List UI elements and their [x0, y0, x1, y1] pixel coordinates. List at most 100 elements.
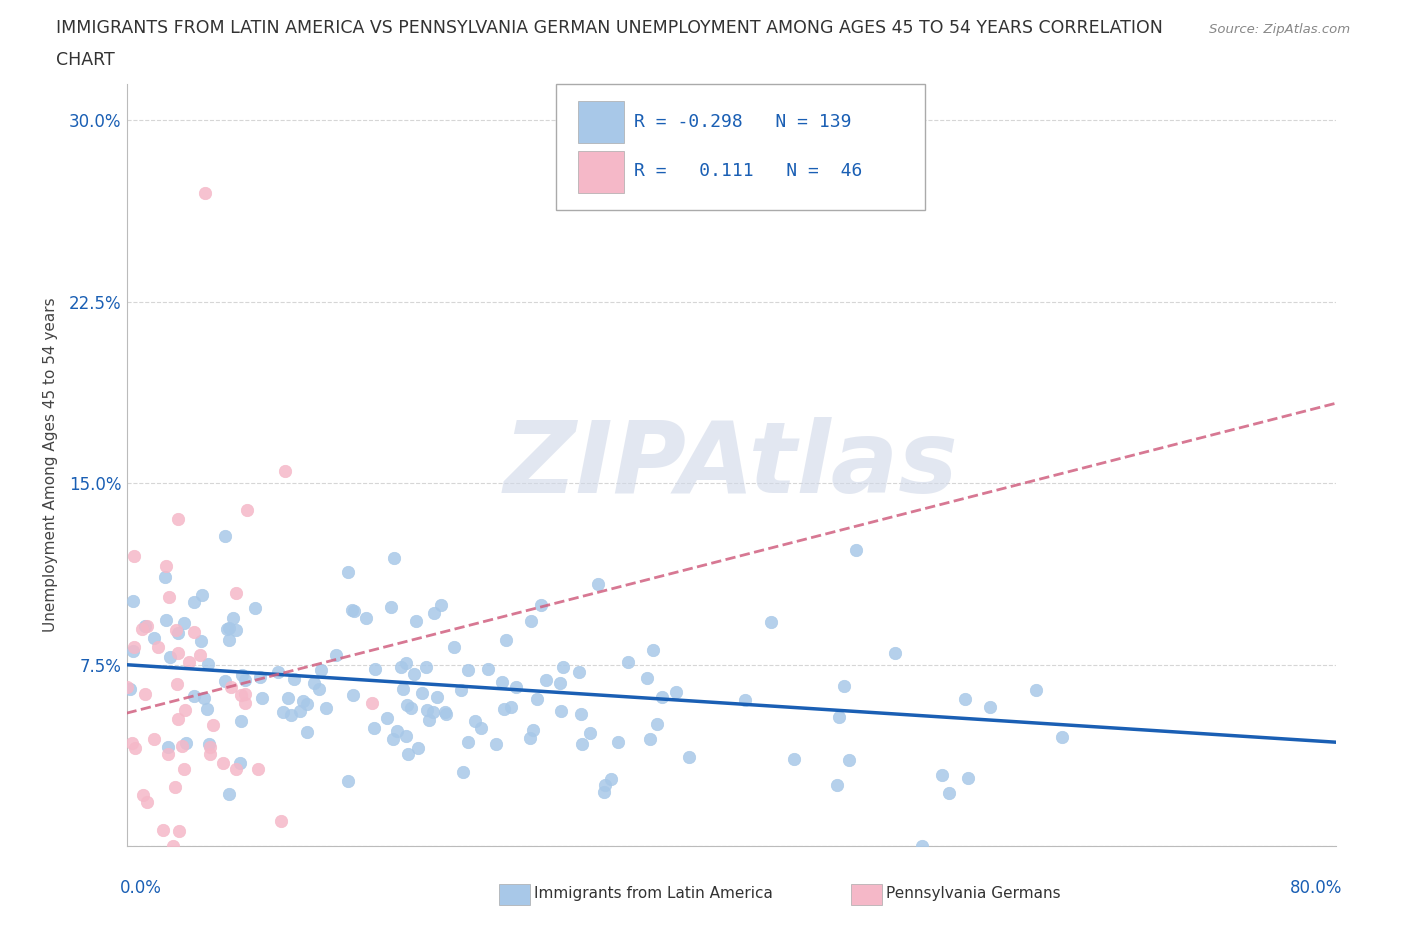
- Point: [443, 640, 465, 655]
- Point: [291, 693, 314, 708]
- Point: [406, 741, 429, 756]
- Point: [231, 714, 253, 729]
- Point: [270, 814, 292, 829]
- Point: [274, 464, 297, 479]
- Point: [979, 700, 1001, 715]
- Point: [173, 762, 195, 777]
- Point: [246, 762, 269, 777]
- Point: [131, 622, 153, 637]
- FancyBboxPatch shape: [578, 101, 623, 143]
- Point: [134, 686, 156, 701]
- Point: [337, 565, 360, 579]
- Point: [163, 779, 186, 794]
- Point: [173, 616, 195, 631]
- Point: [174, 703, 197, 718]
- Point: [678, 750, 700, 764]
- Point: [157, 590, 180, 604]
- Point: [569, 707, 592, 722]
- Text: 0.0%: 0.0%: [120, 879, 162, 897]
- Point: [117, 680, 139, 695]
- Point: [118, 682, 141, 697]
- Point: [470, 721, 492, 736]
- Point: [174, 736, 197, 751]
- Point: [188, 648, 211, 663]
- Point: [884, 646, 907, 661]
- Point: [309, 662, 332, 677]
- Point: [665, 684, 688, 699]
- Point: [218, 786, 240, 801]
- Point: [522, 723, 544, 737]
- Point: [645, 717, 668, 732]
- Point: [364, 662, 387, 677]
- Point: [229, 687, 252, 702]
- Point: [395, 728, 418, 743]
- Point: [225, 622, 247, 637]
- Point: [155, 558, 177, 573]
- Point: [401, 700, 423, 715]
- Point: [422, 704, 444, 719]
- Point: [387, 724, 409, 738]
- Point: [938, 785, 960, 800]
- Point: [136, 619, 159, 634]
- Point: [342, 603, 364, 618]
- Point: [283, 671, 305, 686]
- Point: [219, 680, 242, 695]
- Point: [588, 577, 610, 591]
- Point: [155, 613, 177, 628]
- Point: [416, 702, 439, 717]
- Point: [485, 737, 508, 751]
- Point: [134, 618, 156, 633]
- Point: [218, 633, 240, 648]
- Text: 80.0%: 80.0%: [1291, 879, 1343, 897]
- Point: [953, 692, 976, 707]
- Point: [1052, 729, 1074, 744]
- Point: [354, 611, 377, 626]
- Point: [121, 593, 143, 608]
- Point: [288, 704, 311, 719]
- Point: [250, 690, 273, 705]
- FancyBboxPatch shape: [578, 151, 623, 193]
- Point: [391, 682, 413, 697]
- Point: [156, 739, 179, 754]
- Point: [415, 659, 437, 674]
- Point: [825, 777, 848, 792]
- Point: [218, 620, 240, 635]
- Text: Pennsylvania Germans: Pennsylvania Germans: [886, 886, 1060, 901]
- Point: [222, 610, 245, 625]
- Text: IMMIGRANTS FROM LATIN AMERICA VS PENNSYLVANIA GERMAN UNEMPLOYMENT AMONG AGES 45 : IMMIGRANTS FROM LATIN AMERICA VS PENNSYL…: [56, 19, 1163, 36]
- Point: [132, 787, 155, 802]
- Text: CHART: CHART: [56, 51, 115, 69]
- Point: [166, 626, 188, 641]
- Text: ZIPAtlas: ZIPAtlas: [503, 417, 959, 513]
- Point: [194, 185, 217, 200]
- Point: [1025, 683, 1047, 698]
- Point: [651, 689, 673, 704]
- Point: [734, 693, 756, 708]
- Point: [606, 735, 628, 750]
- Point: [389, 660, 412, 675]
- Point: [308, 681, 330, 696]
- Point: [200, 746, 222, 761]
- Point: [183, 688, 205, 703]
- Point: [382, 732, 405, 747]
- Point: [235, 503, 257, 518]
- Point: [179, 655, 201, 670]
- Point: [380, 599, 402, 614]
- Point: [157, 747, 180, 762]
- Point: [166, 676, 188, 691]
- Point: [550, 704, 572, 719]
- Point: [267, 664, 290, 679]
- Point: [153, 569, 176, 584]
- Point: [534, 672, 557, 687]
- Point: [931, 767, 953, 782]
- Point: [551, 659, 574, 674]
- Point: [193, 690, 215, 705]
- Point: [838, 752, 860, 767]
- Point: [295, 724, 318, 739]
- Point: [845, 542, 868, 557]
- FancyBboxPatch shape: [555, 84, 925, 209]
- Point: [423, 605, 446, 620]
- Point: [217, 621, 239, 636]
- Point: [243, 601, 266, 616]
- Point: [593, 784, 616, 799]
